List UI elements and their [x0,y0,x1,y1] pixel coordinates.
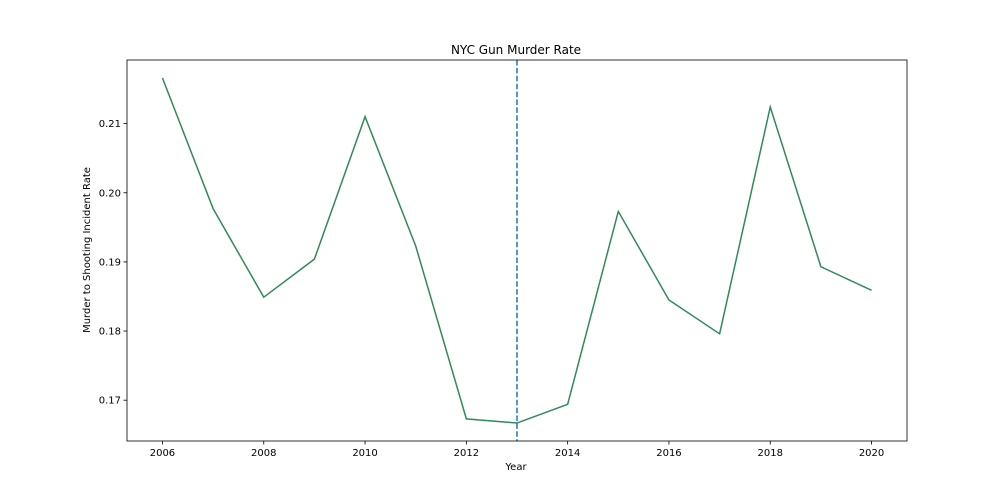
y-axis-label: Murder to Shooting Incident Rate [82,167,93,333]
y-tick-label: 0.21 [99,119,121,130]
x-tick-label: 2006 [150,448,175,459]
series-line-0 [161,77,872,424]
x-tick-label: 2010 [352,448,377,459]
x-tick-label: 2020 [859,448,884,459]
x-tick-label: 2018 [758,448,783,459]
x-tick-label: 2014 [555,448,580,459]
y-tick-label: 0.19 [99,257,121,268]
plot-area: 2006 2008 2010 2012 2014 2016 2018 2020 0.17 0.18… [99,59,908,459]
y-tick-label: 0.20 [99,188,121,199]
y-tick-label: 0.18 [99,327,121,338]
x-tick-label: 2012 [454,448,479,459]
axes-frame [126,59,908,442]
x-axis-label: Year [504,462,527,473]
chart-title: NYC Gun Murder Rate [451,43,581,57]
x-tick-label: 2008 [251,448,276,459]
y-tick-label: 0.17 [99,396,121,407]
x-tick-label: 2016 [656,448,681,459]
